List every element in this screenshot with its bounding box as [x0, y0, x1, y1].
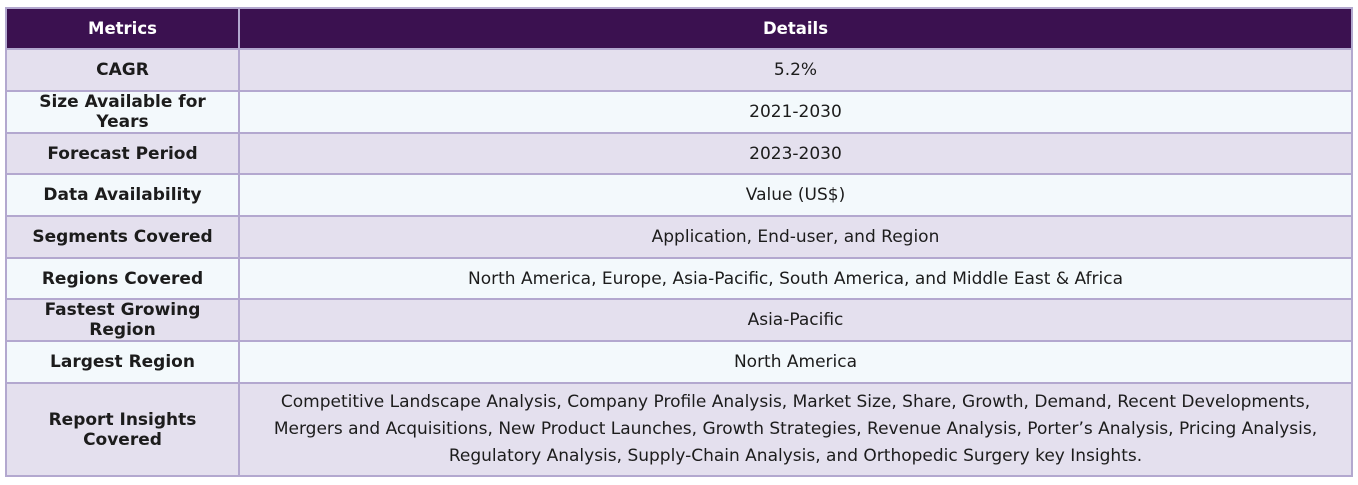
detail-cell: 5.2% — [238, 48, 1353, 92]
metric-cell: Forecast Period — [5, 131, 240, 176]
metric-cell: Fastest Growing Region — [5, 298, 240, 343]
report-metrics-table: Metrics Details CAGR 5.2% Size Available… — [5, 7, 1353, 478]
detail-cell: Application, End-user, and Region — [238, 215, 1353, 259]
metric-cell: Size Available for Years — [5, 89, 240, 134]
detail-cell: Value (US$) — [238, 173, 1353, 218]
header-details: Details — [238, 7, 1353, 50]
table-row-size-years: Size Available for Years 2021-2030 — [5, 89, 1353, 134]
table-header-row: Metrics Details — [5, 7, 1353, 50]
table-row-data-availability: Data Availability Value (US$) — [5, 173, 1353, 218]
metric-cell: Largest Region — [5, 340, 240, 385]
detail-cell: 2023-2030 — [238, 131, 1353, 176]
detail-cell: Competitive Landscape Analysis, Company … — [238, 382, 1353, 478]
table-row-segments: Segments Covered Application, End-user, … — [5, 215, 1353, 259]
table-row-regions: Regions Covered North America, Europe, A… — [5, 256, 1353, 301]
table-row-fastest-growing: Fastest Growing Region Asia-Pacific — [5, 298, 1353, 343]
detail-cell: Asia-Pacific — [238, 298, 1353, 343]
metric-cell: Report Insights Covered — [5, 382, 240, 478]
metric-cell: Data Availability — [5, 173, 240, 218]
detail-cell: 2021-2030 — [238, 89, 1353, 134]
metric-cell: CAGR — [5, 48, 240, 92]
table-row-forecast-period: Forecast Period 2023-2030 — [5, 131, 1353, 176]
table-row-largest-region: Largest Region North America — [5, 340, 1353, 385]
detail-cell: North America, Europe, Asia-Pacific, Sou… — [238, 256, 1353, 301]
table-row-report-insights: Report Insights Covered Competitive Land… — [5, 382, 1353, 478]
metric-cell: Segments Covered — [5, 215, 240, 259]
table-row-cagr: CAGR 5.2% — [5, 48, 1353, 92]
header-metrics: Metrics — [5, 7, 240, 50]
report-metrics-table-container: Metrics Details CAGR 5.2% Size Available… — [5, 7, 1353, 478]
metric-cell: Regions Covered — [5, 256, 240, 301]
detail-cell: North America — [238, 340, 1353, 385]
